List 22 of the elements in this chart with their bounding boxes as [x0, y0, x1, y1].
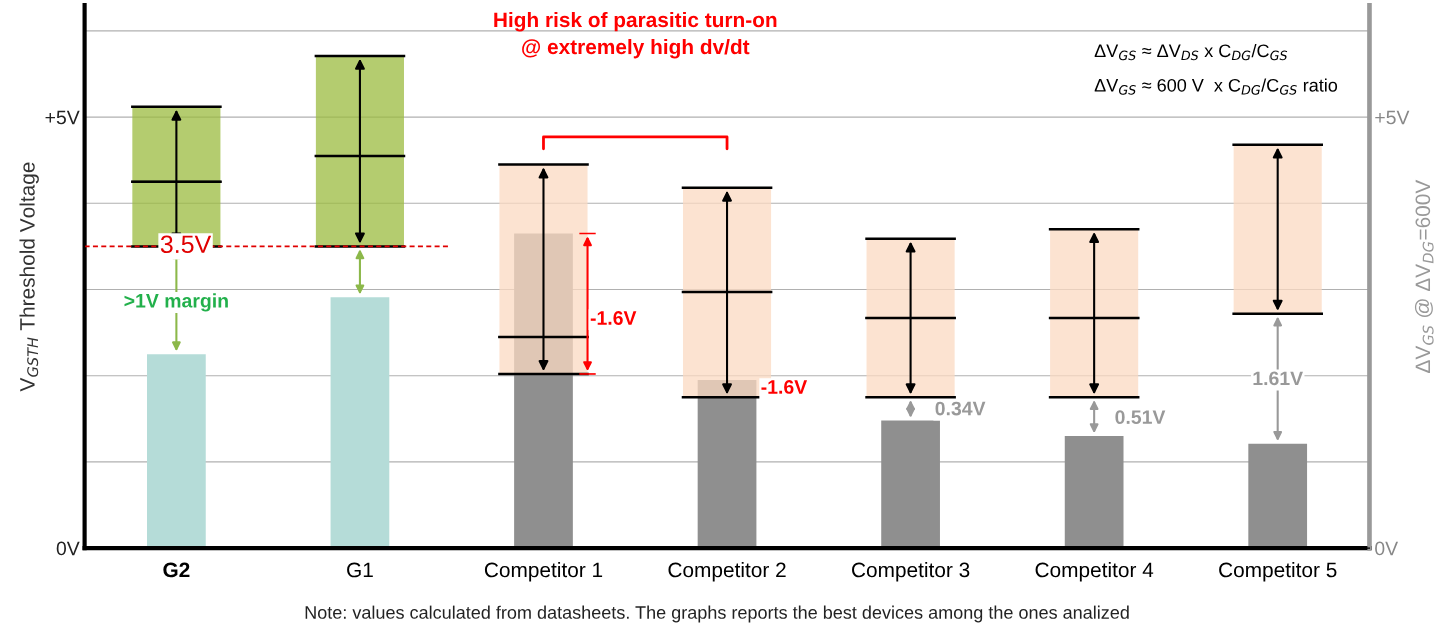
y-axis-title: V$_{GSTH}$ Threshold Voltage — [19, 162, 39, 392]
annotation: 1.61V — [1253, 371, 1303, 386]
y2-tick-label: +5V — [1375, 110, 1410, 125]
x-tick-label: Competitor 4 — [1035, 561, 1154, 582]
x-tick-label: Competitor 5 — [1219, 561, 1337, 582]
ref-line-label: 3.5V — [160, 235, 212, 254]
text: Note: values calculated from datasheets. The graphs reports the best devices among the ones analized — [305, 605, 1129, 623]
annotation: ΔV$_{GS}$ ≈ 600 V x C$_{DG}$/C$_{GS}$ ratio — [1094, 78, 1338, 95]
x-tick-label: Competitor 2 — [668, 561, 786, 582]
annotation: >1V margin — [124, 293, 228, 312]
y2-axis-title: ΔV$_{GS}$ @ ΔV$_{DG}$=600V — [1414, 179, 1434, 373]
x-tick-label: Competitor 1 — [484, 561, 603, 582]
y2-tick-label: 0V — [1375, 541, 1399, 556]
annotation: ΔV$_{GS}$ ≈ ΔV$_{DS}$ x C$_{DG}$/C$_{GS}$ — [1094, 43, 1288, 61]
x-tick-label: Competitor 3 — [852, 561, 970, 582]
x-tick-label: G2 — [163, 562, 190, 578]
annotation: 0.34V — [935, 401, 986, 416]
annotation: 0.51V — [1115, 410, 1166, 425]
annotation: High risk of parasitic turn-on @ extremely high dv/dt — [494, 11, 777, 59]
annotation: -1.6V — [590, 311, 637, 325]
annotation: -1.6V — [761, 380, 808, 394]
x-tick-label: G1 — [347, 562, 373, 578]
